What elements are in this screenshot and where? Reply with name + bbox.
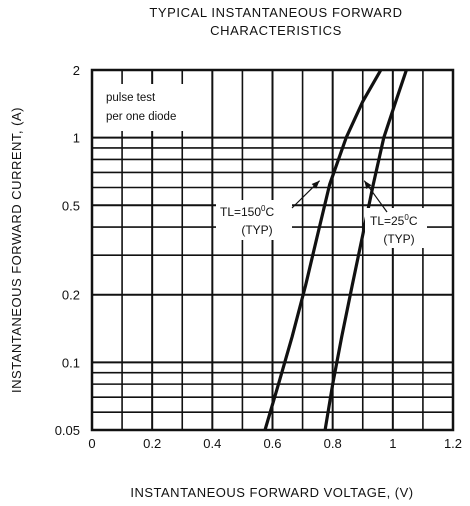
curve-tl-150	[263, 69, 383, 431]
y-tick-label: 0.05	[55, 423, 80, 438]
x-tick-label: 0.2	[143, 436, 161, 451]
chart-title-line2: CHARACTERISTICS	[210, 23, 342, 38]
series-150-label-bg	[216, 200, 292, 240]
y-tick-label: 0.1	[62, 355, 80, 370]
x-tick-label: 0.8	[324, 436, 342, 451]
y-axis-label: INSTANTANEOUS FORWARD CURRENT, (A)	[9, 107, 24, 393]
x-tick-label: 1	[389, 436, 396, 451]
x-tick-label: 0.6	[263, 436, 281, 451]
x-tick-label: 0.4	[203, 436, 221, 451]
x-tick-label: 0	[88, 436, 95, 451]
arrow-25-head	[364, 180, 372, 190]
ticks-layer: 0 0.2 0.4 0.6 0.8 1 1.2 0.05 0.1 0.2 0.5 1 2	[55, 63, 462, 451]
plot-frame	[90, 68, 455, 432]
arrow-150-head	[311, 180, 320, 189]
curves-layer	[263, 69, 408, 431]
series-25-typ: (TYP)	[383, 232, 414, 246]
series-150-typ: (TYP)	[241, 223, 272, 237]
curve-tl-25	[323, 69, 408, 431]
y-tick-label: 0.2	[62, 288, 80, 303]
x-axis-label: INSTANTANEOUS FORWARD VOLTAGE, (V)	[130, 485, 413, 500]
y-tick-label: 2	[73, 63, 80, 78]
note-box	[99, 84, 195, 131]
note-text-line1: pulse test	[106, 92, 156, 104]
series-25-label: TL=250C	[370, 213, 418, 228]
y-tick-label: 0.5	[62, 198, 80, 213]
chart-title-line1: TYPICAL INSTANTANEOUS FORWARD	[149, 5, 402, 20]
series-150-label: TL=1500C	[220, 204, 275, 219]
y-tick-label: 1	[73, 131, 80, 146]
note-text-line2: per one diode	[106, 111, 176, 123]
annotation-layer: TL=1500C (TYP) TL=250C (TYP)	[216, 180, 427, 248]
x-tick-label: 1.2	[444, 436, 462, 451]
series-25-label-bg	[365, 208, 427, 248]
